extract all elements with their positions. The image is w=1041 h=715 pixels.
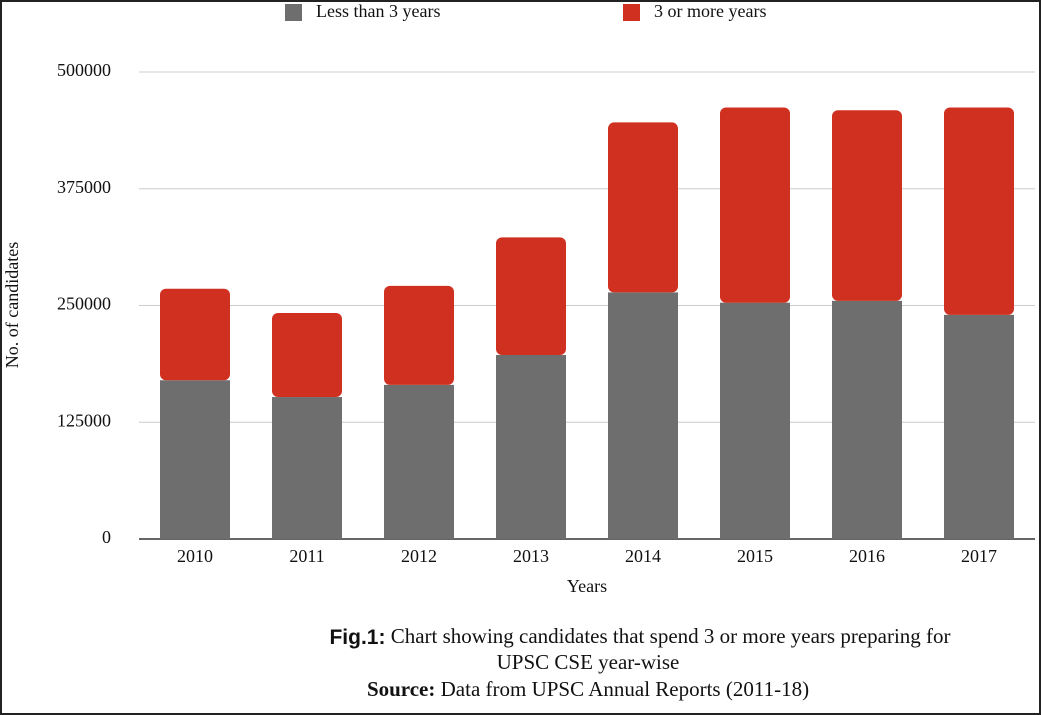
y-tick-label: 0: [102, 527, 111, 547]
bar-segment: [272, 312, 342, 398]
bar-segment: [832, 300, 902, 539]
bar-segment: [272, 397, 342, 539]
bar-segment: [944, 107, 1014, 315]
source: Source: Data from UPSC Annual Reports (2…: [367, 677, 809, 701]
legend-label: 3 or more years: [654, 1, 766, 21]
y-tick-label: 250000: [57, 294, 111, 314]
caption-line-2: UPSC CSE year-wise: [497, 650, 680, 674]
x-tick-label: 2011: [289, 546, 324, 566]
bar-segment: [944, 314, 1014, 539]
bar-segment: [496, 237, 566, 356]
y-tick-label: 375000: [57, 177, 111, 197]
bar-segment: [496, 355, 566, 539]
bar-segment: [720, 302, 790, 539]
y-tick-label: 125000: [57, 410, 111, 430]
bar-segment: [384, 285, 454, 385]
x-tick-label: 2015: [737, 546, 773, 566]
bar-segment: [160, 288, 230, 381]
caption-label: Fig.1:: [329, 626, 385, 649]
legend-label: Less than 3 years: [316, 1, 440, 21]
caption-text: Chart showing candidates that spend 3 or…: [391, 624, 951, 648]
x-tick-label: 2017: [961, 546, 997, 566]
x-tick-label: 2013: [513, 546, 549, 566]
x-tick-label: 2012: [401, 546, 437, 566]
bar-segment: [720, 107, 790, 303]
bar-segment: [608, 122, 678, 293]
bar-segment: [608, 292, 678, 539]
caption: Fig.1: Chart showing candidates that spe…: [329, 624, 950, 649]
legend-swatch: [285, 4, 302, 21]
source-label: Source:: [367, 677, 435, 701]
y-axis-title: No. of candidates: [2, 242, 22, 368]
legend-swatch: [623, 4, 640, 21]
y-tick-label: 500000: [57, 60, 111, 80]
bar-segment: [160, 380, 230, 539]
bar-segment: [384, 384, 454, 539]
x-tick-label: 2010: [177, 546, 213, 566]
source-text: Data from UPSC Annual Reports (2011-18): [441, 677, 809, 701]
x-tick-label: 2016: [849, 546, 885, 566]
x-axis-title: Years: [567, 576, 607, 596]
bar-segment: [832, 110, 902, 301]
x-tick-label: 2014: [625, 546, 661, 566]
